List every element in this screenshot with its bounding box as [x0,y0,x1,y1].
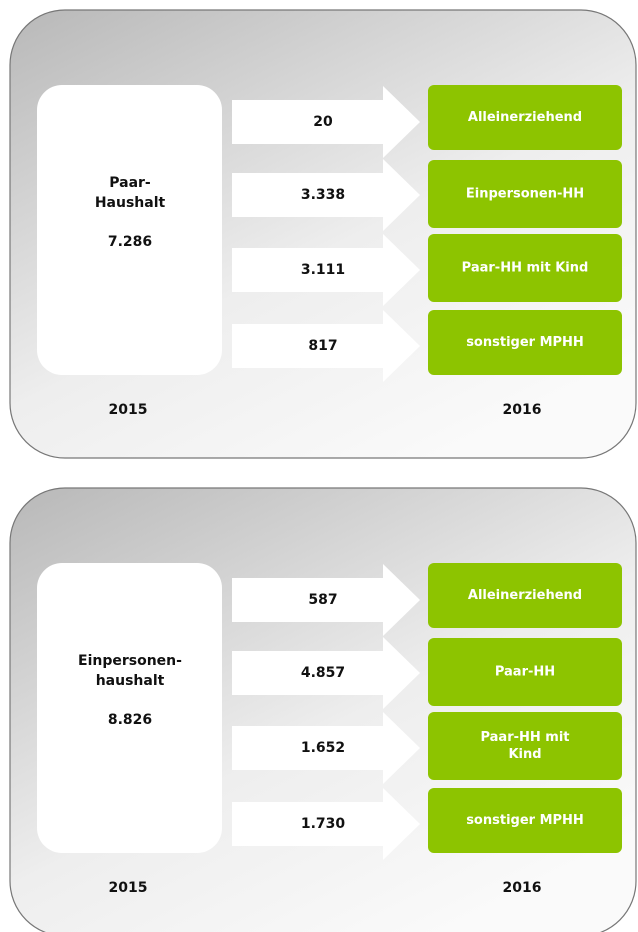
target-box [428,310,622,375]
target-box [428,85,622,150]
arrow [232,159,420,231]
target-label: Alleinerziehend [468,110,582,125]
source-label: Haushalt [95,195,166,211]
target-label: Alleinerziehend [468,588,582,603]
flow-value: 20 [313,114,333,130]
arrow [232,86,420,158]
arrow [232,310,420,382]
arrow [232,637,420,709]
source-box [37,563,222,853]
source-value: 8.826 [108,712,152,728]
source-label: haushalt [96,673,165,689]
target-box [428,638,622,706]
arrow [232,564,420,636]
flow-value: 4.857 [301,665,345,681]
target-label: Paar-HH [495,665,555,680]
flow-value: 3.111 [301,262,345,278]
year-from: 2015 [109,880,148,896]
target-box [428,712,622,780]
year-to: 2016 [503,402,542,418]
year-from: 2015 [109,402,148,418]
target-label: Kind [508,747,541,762]
flow-value: 1.652 [301,740,345,756]
target-box [428,160,622,228]
target-label: Paar-HH mit Kind [462,261,589,276]
flow-value: 1.730 [301,816,346,832]
source-value: 7.286 [108,234,152,250]
source-label: Paar- [109,175,151,191]
arrow [232,788,420,860]
source-box [37,85,222,375]
arrow [232,712,420,784]
target-label: Paar-HH mit [480,730,569,745]
source-label: Einpersonen- [78,653,182,669]
arrow [232,234,420,306]
target-box [428,234,622,302]
flow-value: 587 [308,592,337,608]
flow-value: 817 [308,338,337,354]
target-label: Einpersonen-HH [466,187,584,202]
target-box [428,788,622,853]
flow-value: 3.338 [301,187,345,203]
target-box [428,563,622,628]
year-to: 2016 [503,880,542,896]
target-label: sonstiger MPHH [466,813,584,828]
target-label: sonstiger MPHH [466,335,584,350]
